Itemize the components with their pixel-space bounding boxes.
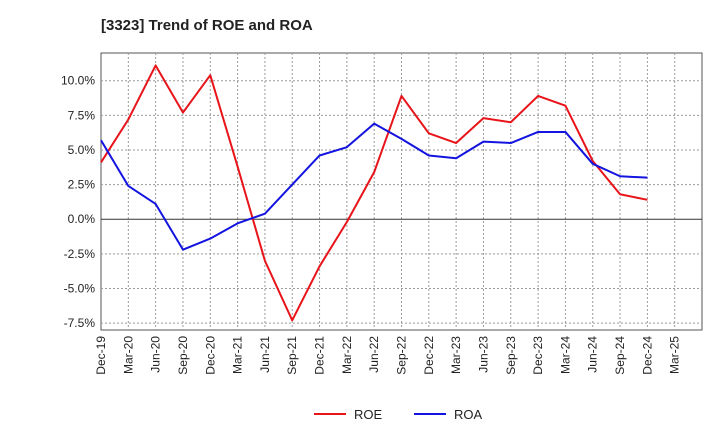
x-tick-label: Jun-21 <box>258 336 272 373</box>
series-line-roa <box>100 122 648 251</box>
grid <box>101 53 702 330</box>
x-tick-label: Mar-20 <box>121 336 135 374</box>
x-tick-label: Dec-20 <box>203 336 217 375</box>
x-tick-label: Sep-21 <box>285 336 299 375</box>
y-tick-label: 2.5% <box>68 178 96 192</box>
plot-area <box>100 52 703 331</box>
x-tick-label: Dec-19 <box>94 336 108 375</box>
legend: ROE ROA <box>314 407 483 422</box>
x-tick-label: Jun-24 <box>586 336 600 373</box>
x-tick-label: Mar-24 <box>558 336 572 374</box>
x-tick-label: Jun-23 <box>476 336 490 373</box>
y-tick-label: 5.0% <box>68 143 96 157</box>
y-tick-label: -2.5% <box>64 247 96 261</box>
x-tick-label: Sep-20 <box>176 336 190 375</box>
x-tick-label: Mar-22 <box>340 336 354 374</box>
series <box>100 64 648 322</box>
axes: -7.5% -5.0% -2.5% 0.0% 2.5% 5.0% 7.5% 10.0% Dec-… <box>61 74 682 375</box>
x-tick-label: Mar-21 <box>231 336 245 374</box>
y-tick-label: -7.5% <box>64 316 96 330</box>
y-tick-label: 7.5% <box>68 108 96 122</box>
x-tick-label: Sep-22 <box>395 336 409 375</box>
series-line-roe <box>100 64 648 322</box>
x-tick-label: Dec-23 <box>531 336 545 375</box>
x-tick-label: Sep-24 <box>613 336 627 375</box>
x-tick-label: Dec-22 <box>422 336 436 375</box>
y-tick-label: -5.0% <box>64 281 96 295</box>
chart-title: [3323] Trend of ROE and ROA <box>101 17 313 34</box>
x-tick-label: Mar-23 <box>449 336 463 374</box>
y-tick-label: 10.0% <box>61 74 95 88</box>
x-tick-label: Dec-21 <box>313 336 327 375</box>
x-tick-label: Dec-24 <box>640 336 654 375</box>
x-tick-label: Mar-25 <box>668 336 682 374</box>
legend-label-roe: ROE <box>354 407 383 422</box>
x-tick-label: Sep-23 <box>504 336 518 375</box>
x-tick-label: Jun-20 <box>149 336 163 373</box>
x-tick-label: Jun-22 <box>367 336 381 373</box>
legend-label-roa: ROA <box>454 407 483 422</box>
y-tick-label: 0.0% <box>68 212 96 226</box>
